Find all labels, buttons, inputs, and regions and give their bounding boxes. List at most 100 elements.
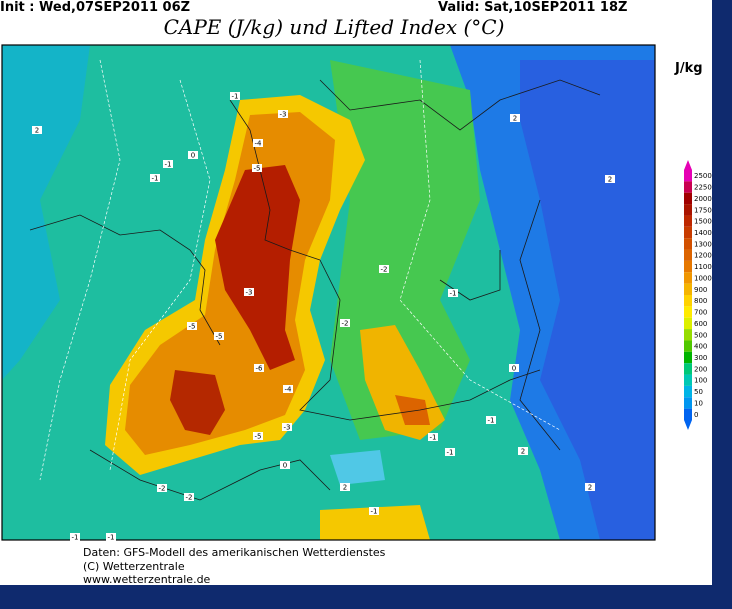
valid-text: Valid: Sat,10SEP2011 18Z [438,0,627,15]
contour-label: -2 [381,266,388,274]
colorbar-label: 500 [694,331,707,339]
colorbar-segment [684,215,692,227]
colorbar-segment [684,260,692,273]
contour-label-box [428,433,438,441]
contour-label-box [605,175,615,183]
contour-label: 2 [608,176,612,184]
cape-south-blob [320,505,430,540]
right-strip [712,0,732,609]
colorbar-segment [684,317,692,330]
colorbar-label: 1100 [694,263,712,271]
contour-label: 0 [191,152,195,160]
contour-label: 0 [512,365,516,373]
colorbar-segment [684,340,692,352]
contour-label: -4 [255,140,263,148]
contour-labels: -1 -3 -4 -5 -1 -1 0 2 -2 -3 -2 -5 -5 -6 -4 -3 -5 -1 0 -1 -1 2… [32,92,615,542]
contour-label-box [157,484,167,492]
coastline [319,79,601,131]
contour-label: -1 [371,508,378,516]
contour-label: -3 [284,424,291,432]
west-sea [2,45,90,380]
colorbar-unit: J/kg [674,61,703,76]
colorbar-segment [684,283,692,295]
contour-label: -1 [488,417,495,425]
colorbar-label: 800 [694,297,707,305]
colorbar-label: 2500 [694,172,712,180]
colorbar-segment [684,295,692,307]
colorbar-label: 400 [694,343,707,351]
contour-label-box [187,322,197,330]
contour-label-box [518,447,528,455]
colorbar-tip [684,160,692,170]
east-field-deep [520,60,655,540]
contour-label-box [280,461,290,469]
colorbar-label: 200 [694,365,707,373]
colorbar-segment [684,385,692,398]
colorbar-segment [684,238,692,250]
contour-label: -5 [255,433,262,441]
contour-label: -4 [285,386,293,394]
colorbar-label: 1000 [694,274,712,282]
contour-label: -1 [152,175,159,183]
contour-label-box [340,483,350,491]
colorbar-segment [684,363,692,375]
colorbar-segment [684,329,692,341]
contour [39,59,121,481]
colorbar-label: 1750 [694,206,712,214]
contour-label: -1 [108,534,115,542]
colorbar-segment [684,192,692,205]
map [2,45,655,540]
footer-line: www.wetterzentrale.de [83,573,211,586]
contour-label-box [244,288,254,296]
contour-label: -2 [342,320,349,328]
contour-label: -1 [232,93,239,101]
contour-label-box [253,139,263,147]
colorbar-segment [684,397,692,409]
contour-label-box [253,432,263,440]
contour-label-box [585,483,595,491]
border [229,99,321,261]
contour-label: -6 [256,365,264,373]
colorbar-segment [684,226,692,239]
contour-label-box [510,114,520,122]
contour-label-box [282,423,292,431]
colorbar-label: 600 [694,320,707,328]
contour-label-box [252,164,262,172]
contour [109,79,211,471]
contour-label-box [254,364,264,372]
title: CAPE (J/kg) und Lifted Index (°C) [164,15,505,39]
colorbar-label: 1400 [694,229,712,237]
contour-label-box [509,364,519,372]
contour-label: 2 [513,115,517,123]
coastline [29,214,221,346]
li-contours [39,59,561,481]
contour-label: -3 [280,111,287,119]
cape-east-core [395,395,430,425]
init-text: Init : Wed,07SEP2011 06Z [0,0,190,15]
colorbar-label: 50 [694,388,703,396]
contour-label: 2 [588,484,592,492]
colorbar: 2500225020001750150014001300120011001000… [684,160,712,430]
colorbar-label: 1300 [694,240,712,248]
contour-label: 2 [343,484,347,492]
alps-cyan [330,450,385,485]
footer-line: (C) Wetterzentrale [83,560,185,573]
colorbar-tip [684,420,692,430]
contour-label: 2 [521,448,525,456]
coastline [89,449,331,501]
colorbar-label: 100 [694,377,707,385]
border [299,259,541,421]
contour-label-box [214,332,224,340]
colorbar-label: 1500 [694,218,712,226]
colorbar-label: 300 [694,354,707,362]
contour-label-box [379,265,389,273]
bottom-strip [0,585,732,609]
colorbar-segment [684,181,692,193]
contour-label: 2 [35,127,39,135]
contour [399,59,561,431]
contour-label: -2 [186,494,193,502]
contour-label-box [278,110,288,118]
colorbar-label: 700 [694,309,707,317]
contour-label: -1 [430,434,437,442]
